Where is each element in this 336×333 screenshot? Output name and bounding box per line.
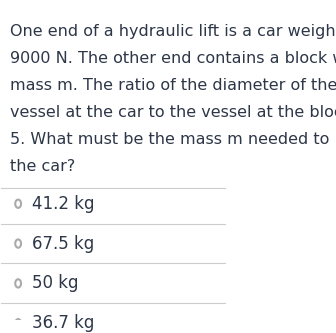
Text: vessel at the car to the vessel at the block is: vessel at the car to the vessel at the b…	[10, 105, 336, 120]
Text: 5. What must be the mass m needed to lift: 5. What must be the mass m needed to lif…	[10, 132, 336, 147]
Text: 41.2 kg: 41.2 kg	[32, 195, 94, 213]
Text: mass m. The ratio of the diameter of the: mass m. The ratio of the diameter of the	[10, 78, 336, 93]
Text: 67.5 kg: 67.5 kg	[32, 234, 94, 252]
Text: One end of a hydraulic lift is a car weighing: One end of a hydraulic lift is a car wei…	[10, 24, 336, 39]
Text: 50 kg: 50 kg	[32, 274, 78, 292]
Text: the car?: the car?	[10, 159, 76, 174]
Text: 36.7 kg: 36.7 kg	[32, 314, 94, 332]
Text: 9000 N. The other end contains a block with: 9000 N. The other end contains a block w…	[10, 51, 336, 66]
